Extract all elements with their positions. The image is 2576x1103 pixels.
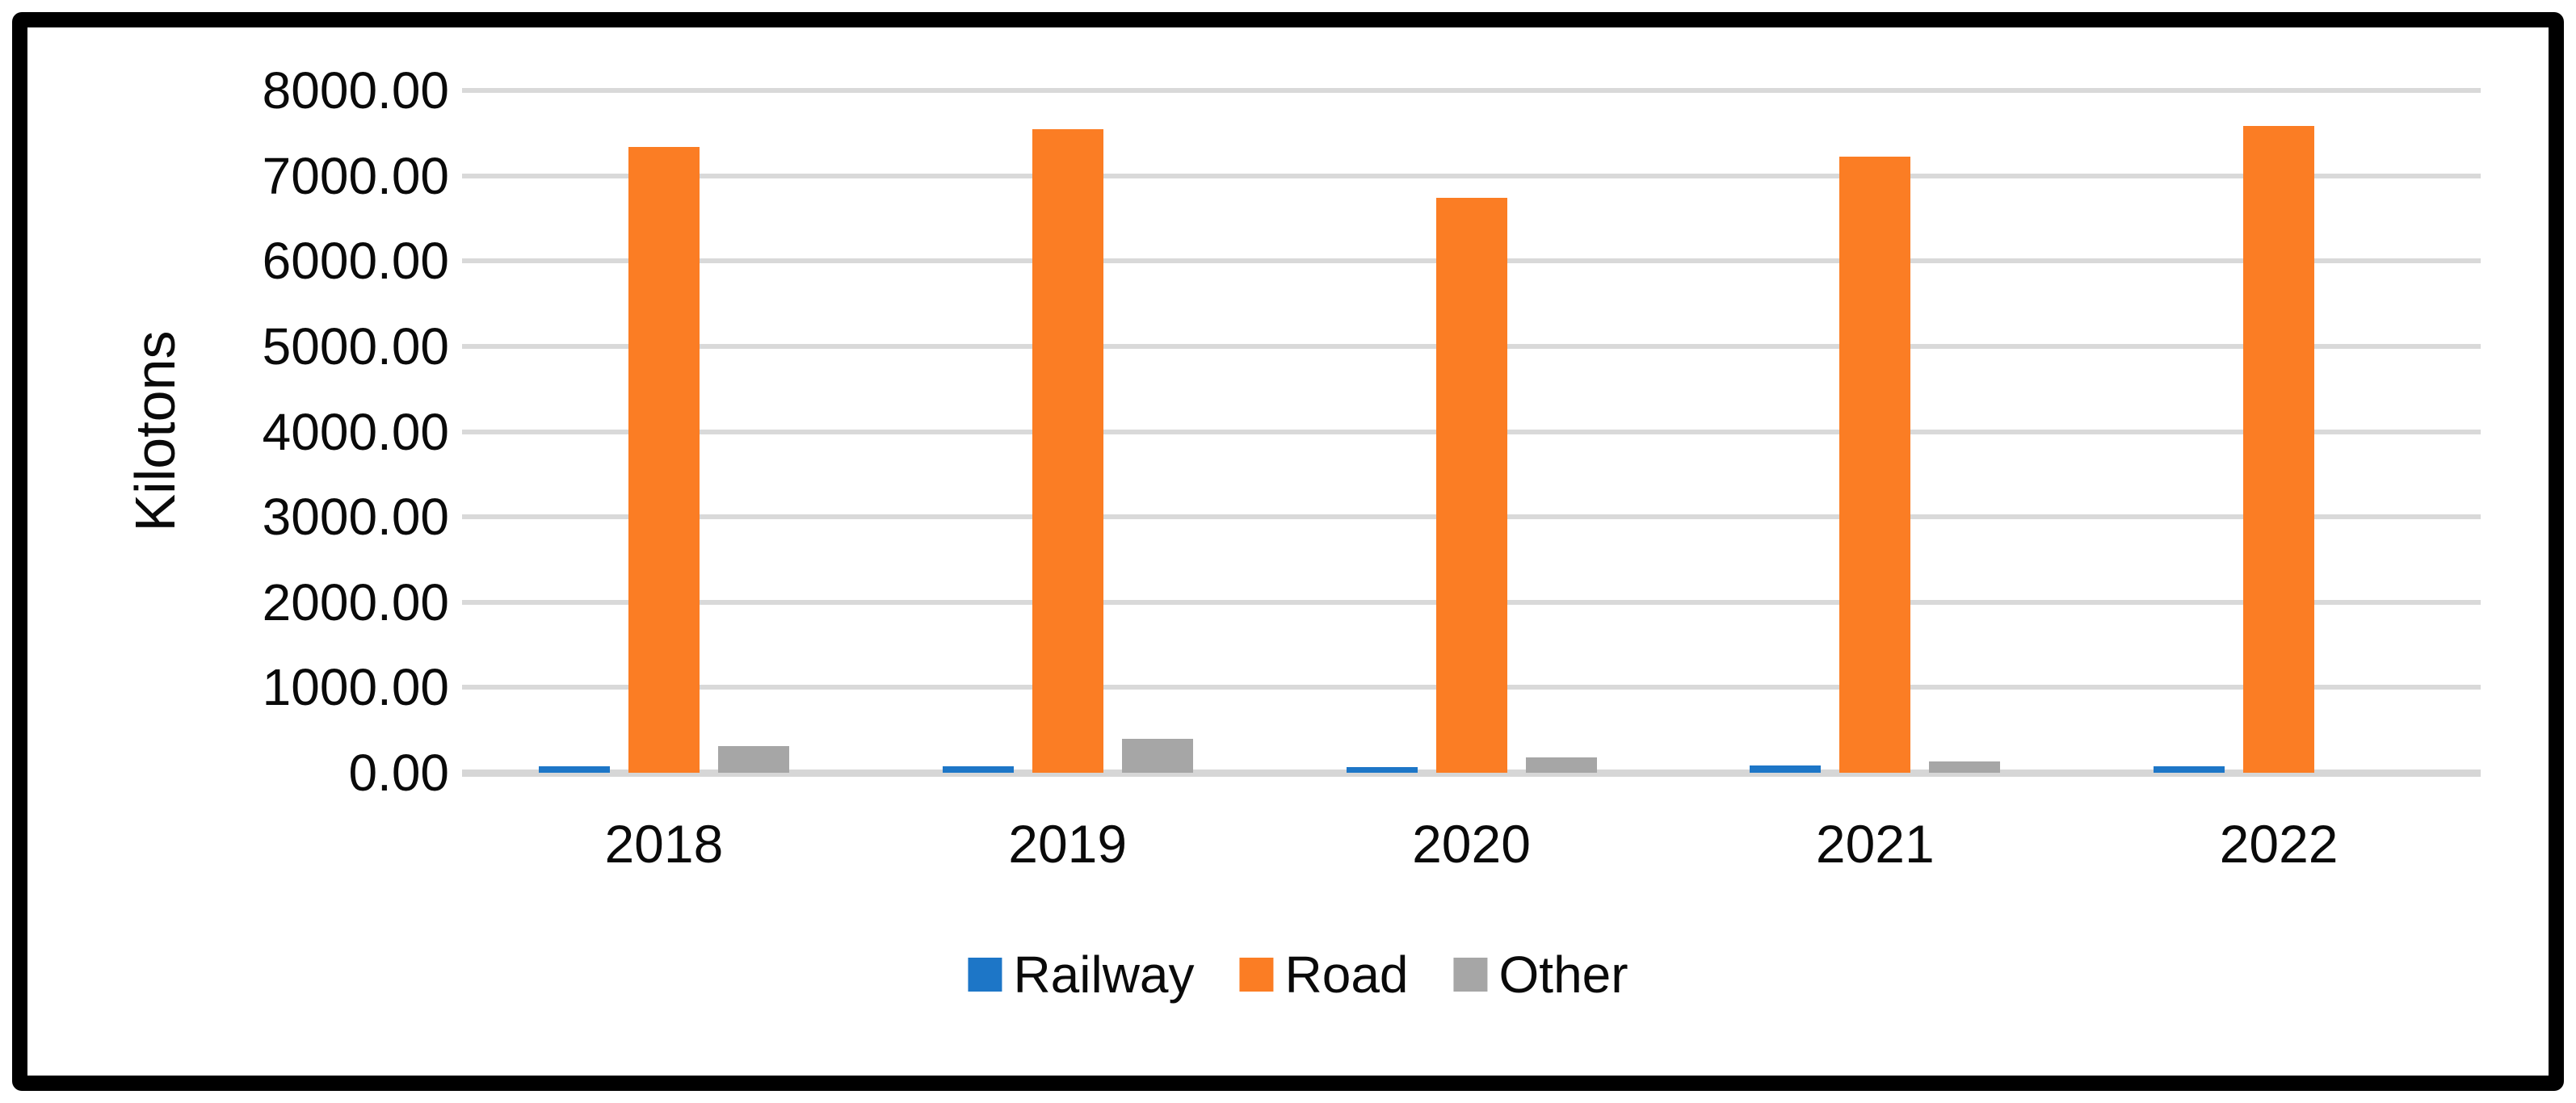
y-axis-tick-label: 5000.00	[262, 317, 449, 375]
x-axis-label: 2018	[604, 814, 724, 874]
y-axis-title: Kilotons	[124, 330, 187, 532]
legend-item-road: Road	[1239, 946, 1409, 1004]
y-axis-tick-label: 6000.00	[262, 232, 449, 291]
legend-swatch-other	[1453, 958, 1488, 992]
bar-railway-2022	[2154, 765, 2225, 773]
legend-label-railway: Railway	[1013, 946, 1195, 1004]
x-axis-line	[462, 769, 2481, 777]
bar-railway-2020	[1346, 766, 1418, 773]
legend-item-railway: Railway	[968, 946, 1195, 1004]
x-axis-label: 2021	[1815, 814, 1935, 874]
y-axis-tick-label: 4000.00	[262, 402, 449, 461]
bar-road-2022	[2243, 126, 2315, 773]
bar-road-2021	[1839, 157, 1911, 773]
y-axis-tick-label: 8000.00	[262, 61, 449, 120]
chart-frame-border	[12, 12, 2564, 1091]
bar-other-2021	[1929, 761, 2001, 773]
x-axis-label: 2020	[1412, 814, 1531, 874]
gridline	[462, 173, 2481, 178]
bar-other-2019	[1121, 738, 1193, 773]
x-axis-label: 2022	[2219, 814, 2339, 874]
legend-swatch-railway	[968, 958, 1002, 992]
legend-label-road: Road	[1284, 946, 1409, 1004]
y-axis-tick-label: 1000.00	[262, 658, 449, 717]
bar-railway-2018	[538, 766, 610, 773]
gridline	[462, 88, 2481, 93]
y-axis-tick-label: 3000.00	[262, 488, 449, 547]
y-axis-tick-label: 2000.00	[262, 572, 449, 631]
bar-other-2020	[1525, 757, 1597, 773]
bar-railway-2019	[942, 765, 1014, 773]
legend-swatch-road	[1239, 958, 1274, 992]
bar-road-2019	[1032, 128, 1103, 773]
bar-road-2020	[1435, 198, 1507, 773]
legend-item-other: Other	[1453, 946, 1628, 1004]
bar-other-2018	[717, 746, 789, 773]
y-axis-tick-label: 0.00	[348, 744, 449, 802]
y-axis-tick-label: 7000.00	[262, 146, 449, 205]
x-axis-label: 2019	[1008, 814, 1128, 874]
bar-road-2018	[628, 146, 700, 773]
legend: Railway Road Other	[968, 946, 1628, 1003]
legend-label-other: Other	[1498, 946, 1628, 1004]
bar-railway-2021	[1750, 765, 1822, 773]
